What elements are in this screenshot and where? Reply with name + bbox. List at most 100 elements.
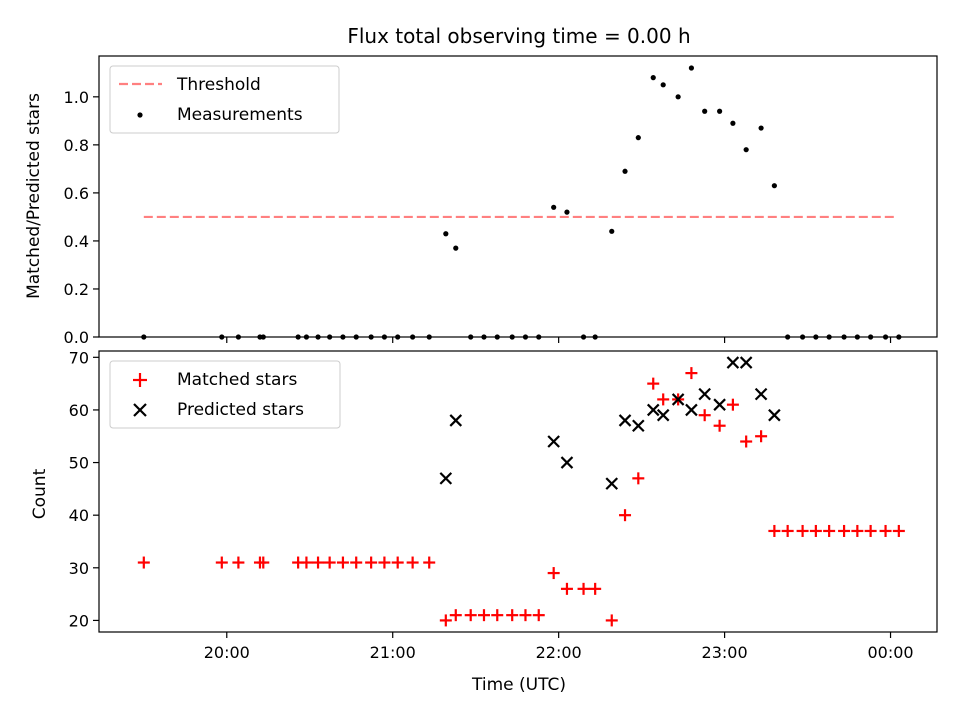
matched-star-point	[685, 367, 698, 380]
matched-star-point	[768, 524, 781, 537]
measurement-point	[381, 334, 388, 340]
measurement-point	[260, 334, 266, 340]
legend-matched-label: Matched stars	[177, 370, 297, 390]
x-tick-label: 23:00	[702, 643, 748, 662]
matched-star-point	[506, 609, 519, 622]
matched-star-point	[589, 582, 602, 595]
measurement-point	[536, 334, 542, 340]
matched-star-point	[232, 556, 245, 569]
top-y-tick-label: 0.2	[64, 280, 89, 299]
matched-star-point	[713, 419, 726, 432]
matched-star-point	[439, 614, 452, 627]
measurement-point	[522, 334, 529, 340]
predicted-star-point	[547, 435, 560, 448]
measurement-point	[702, 108, 708, 114]
bottom-y-tick-label: 30	[69, 559, 89, 578]
top-y-tick-label: 0.8	[64, 136, 89, 155]
measurement-point	[896, 334, 902, 340]
matched-star-point	[892, 524, 905, 537]
matched-star-point	[449, 609, 462, 622]
matched-star-point	[851, 524, 864, 537]
matched-star-point	[726, 398, 739, 411]
measurement-point	[785, 334, 791, 340]
top-legend-box	[109, 65, 340, 134]
bottom-y-axis-label: Count	[30, 468, 50, 519]
measurement-point	[622, 168, 628, 174]
measurement-point	[743, 147, 749, 153]
predicted-star-point	[618, 414, 632, 427]
bottom-panel: 20 30 40 50 60 70 20:00 21:00 22:00 23:00 00:00 C…	[30, 348, 938, 695]
predicted-star-point	[439, 472, 453, 485]
measurement-points	[141, 65, 902, 340]
measurement-point	[426, 334, 432, 340]
top-y-axis: 0.0 0.2 0.4 0.6 0.8 1.0	[64, 88, 99, 347]
matched-star-point	[137, 556, 150, 569]
legend-predicted-swatch	[133, 403, 147, 417]
matched-star-point	[336, 556, 349, 569]
measurement-point	[141, 334, 147, 340]
top-plot-frame	[98, 55, 938, 338]
measurement-point	[868, 334, 874, 340]
measurement-point	[592, 334, 598, 340]
measurement-point	[235, 334, 241, 340]
measurement-point	[315, 334, 321, 340]
bottom-y-tick-label: 20	[69, 611, 89, 630]
matched-star-point	[519, 609, 532, 622]
measurement-point	[468, 334, 474, 340]
measurement-point	[368, 334, 374, 340]
measurement-point	[730, 120, 736, 126]
measurement-point	[758, 125, 764, 131]
chart-title: Flux total observing time = 0.00 h	[347, 24, 690, 48]
matched-star-point	[698, 409, 711, 422]
measurement-point	[481, 334, 487, 340]
matched-star-point	[532, 609, 545, 622]
measurement-point	[443, 231, 449, 237]
matched-star-point	[391, 556, 404, 569]
bottom-legend: Matched stars Predicted stars	[109, 360, 341, 429]
measurement-point	[551, 204, 557, 210]
top-legend: Threshold Measurements	[109, 65, 340, 134]
matched-star-point	[632, 472, 645, 485]
measurement-point	[799, 334, 806, 340]
matched-star-point	[560, 582, 573, 595]
measurement-point	[771, 183, 777, 189]
bottom-y-axis: 20 30 40 50 60 70	[69, 348, 99, 630]
measurement-point	[580, 334, 587, 340]
matched-star-point	[605, 614, 618, 627]
bottom-y-tick-label: 70	[69, 348, 89, 367]
matched-star-point	[619, 509, 632, 522]
bottom-y-tick-label: 50	[69, 454, 89, 473]
top-x-axis	[226, 337, 892, 343]
matched-star-point	[838, 524, 851, 537]
matched-star-point	[406, 556, 419, 569]
matched-star-point	[323, 556, 336, 569]
bottom-legend-box	[109, 360, 341, 429]
predicted-star-point	[698, 387, 711, 401]
predicted-star-point	[671, 393, 685, 406]
measurement-point	[410, 334, 416, 340]
matched-star-point	[312, 556, 325, 569]
legend-threshold-label: Threshold	[176, 75, 261, 95]
top-y-tick-label: 1.0	[64, 88, 89, 107]
matched-star-point	[547, 567, 560, 580]
measurement-point	[635, 135, 641, 141]
x-tick-label: 22:00	[536, 643, 582, 662]
bottom-x-axis: 20:00 21:00 22:00 23:00 00:00	[204, 632, 914, 662]
measurement-point	[826, 334, 832, 340]
predicted-star-point	[646, 403, 660, 417]
measurement-point	[509, 334, 515, 340]
top-y-tick-label: 0.4	[64, 232, 89, 251]
top-panel: 0.0 0.2 0.4 0.6 0.8 1.0 Matched/Predicted sta…	[24, 55, 938, 347]
matched-star-point	[647, 377, 660, 390]
predicted-star-point	[739, 356, 753, 369]
measurement-point	[219, 334, 225, 340]
x-axis-label: Time (UTC)	[471, 675, 566, 695]
legend-predicted-label: Predicted stars	[177, 400, 304, 420]
predicted-star-point	[656, 408, 670, 422]
matched-star-point	[740, 435, 753, 448]
matched-star-point	[657, 393, 670, 406]
measurement-point	[841, 334, 847, 340]
matched-star-point	[823, 524, 836, 537]
predicted-star-point	[685, 403, 698, 417]
